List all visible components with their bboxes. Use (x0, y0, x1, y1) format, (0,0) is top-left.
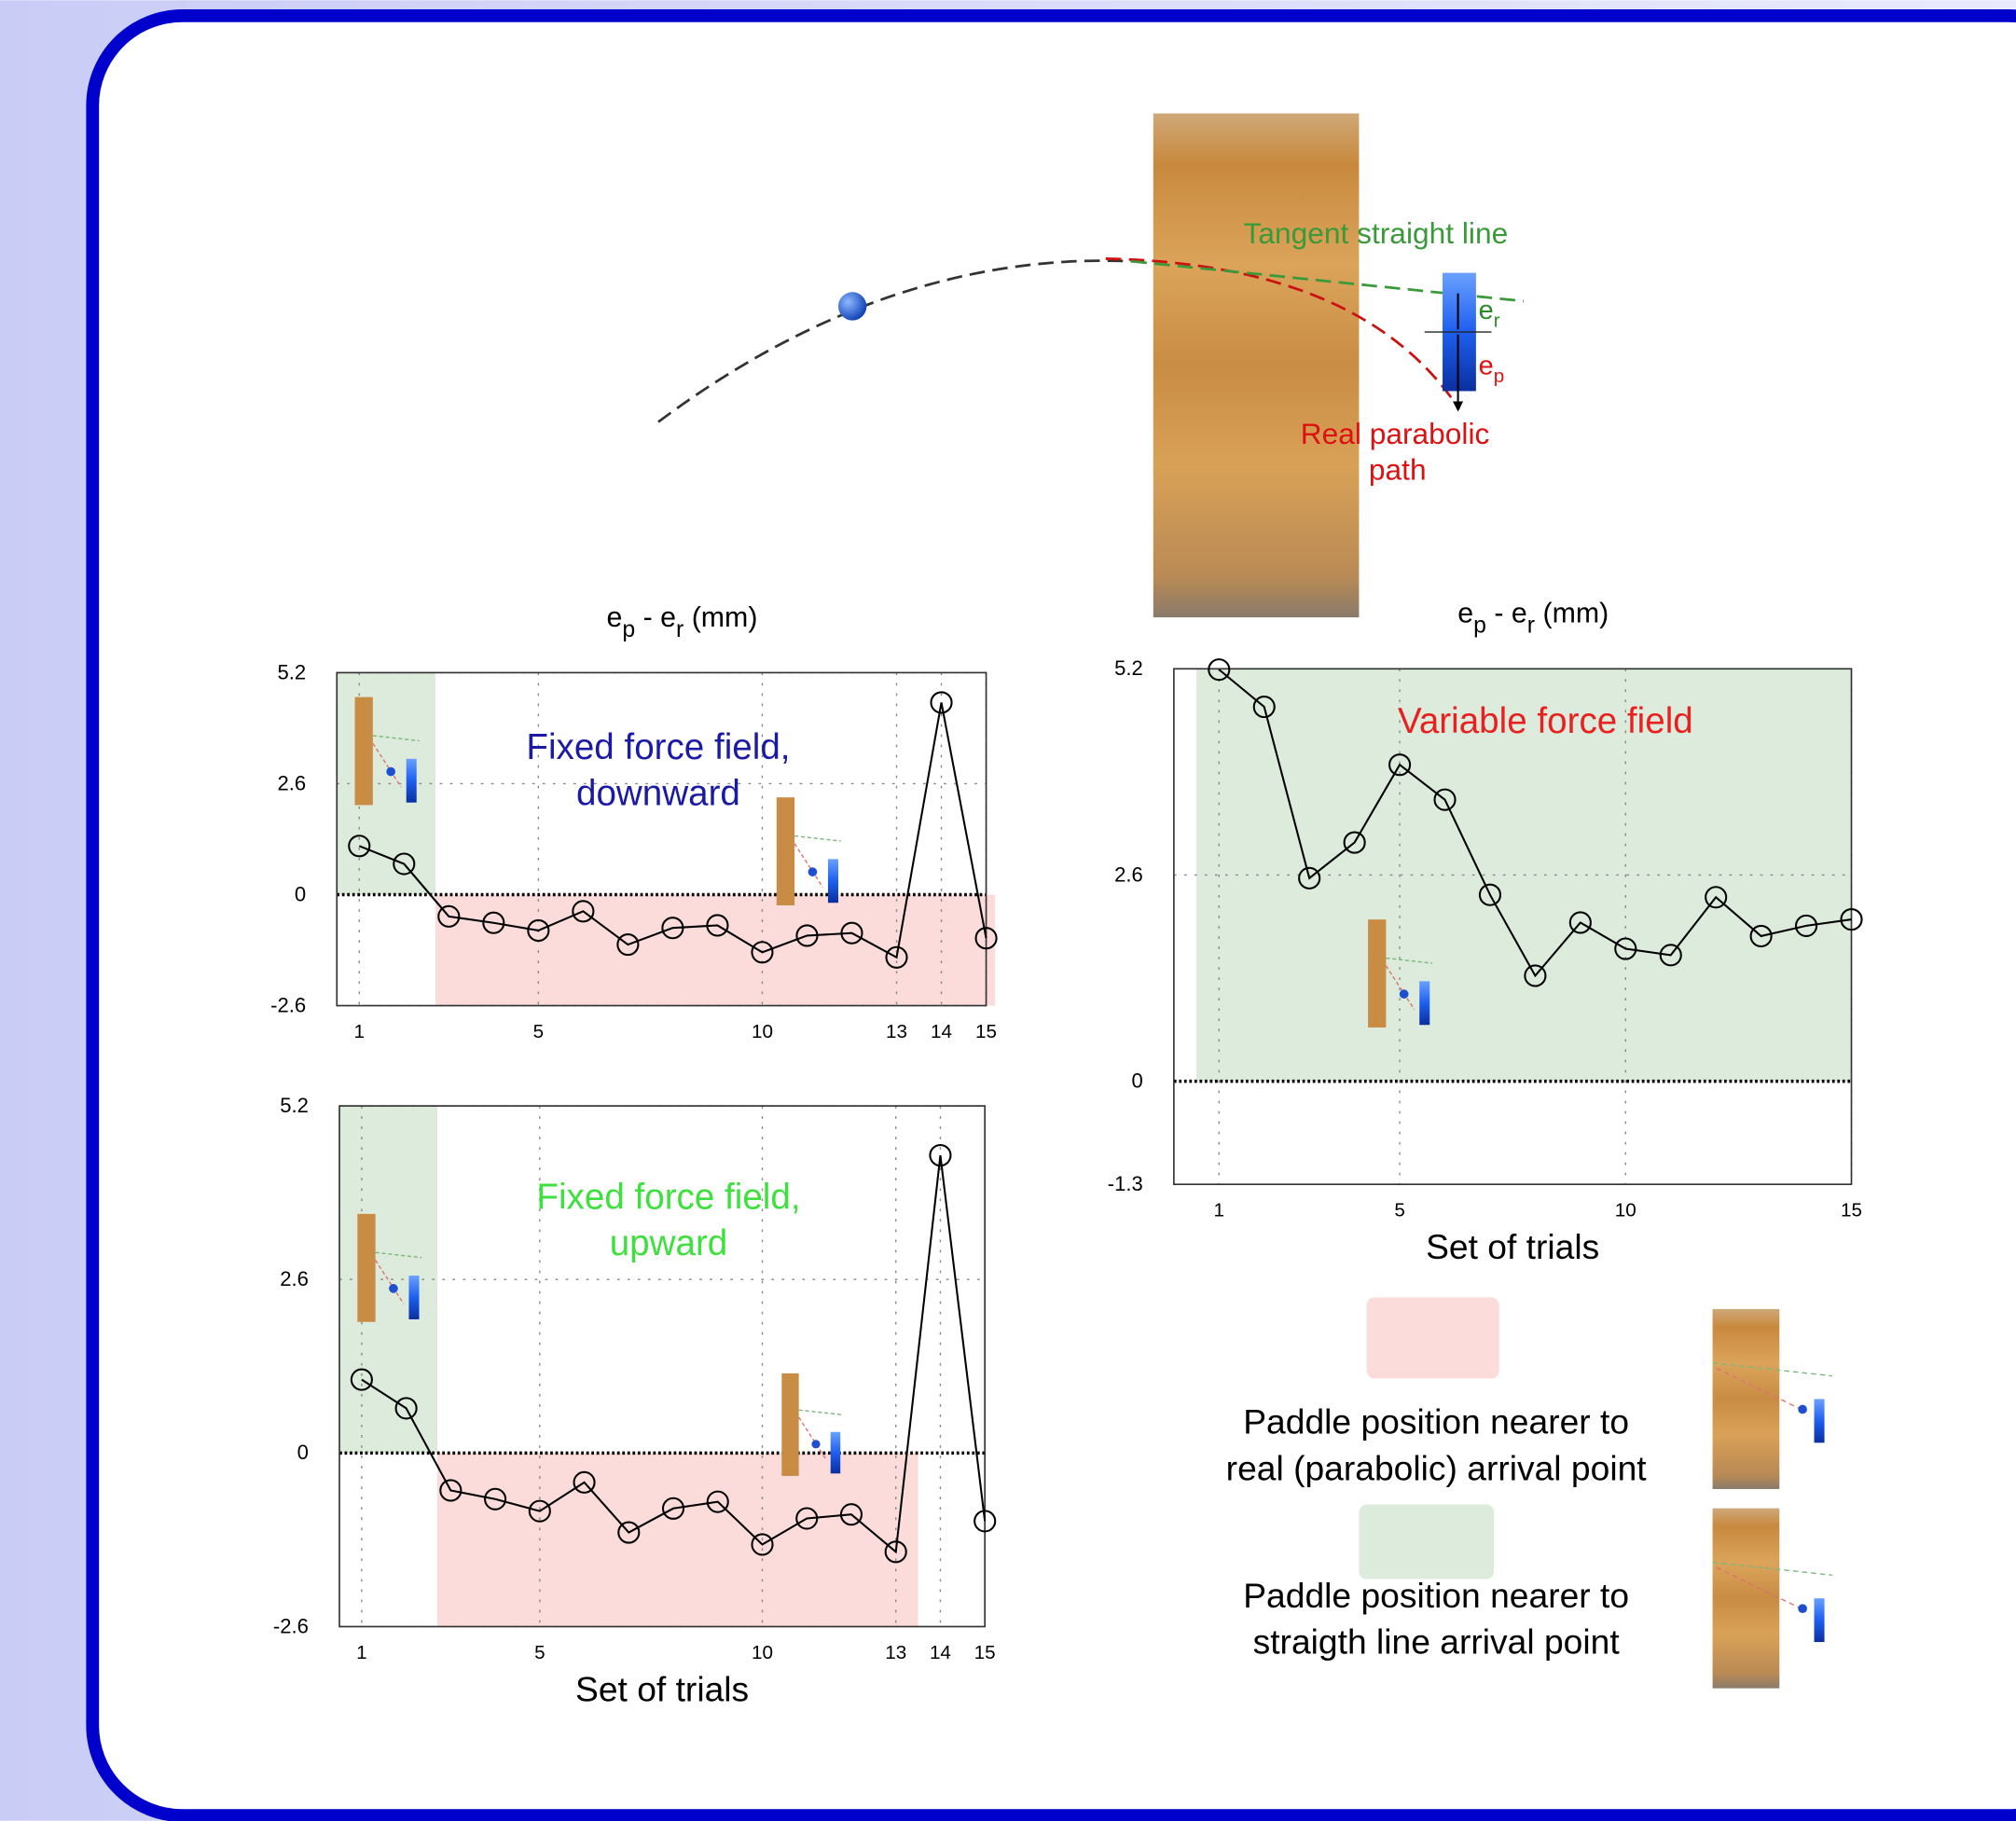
icon-wood (357, 1214, 375, 1322)
shaded-region (435, 894, 995, 1005)
icon-wood (777, 797, 794, 905)
x-tick-label: 14 (930, 1642, 951, 1663)
x-tick-label: 10 (752, 1642, 773, 1663)
title-part: e (1457, 599, 1473, 629)
x-tick-label: 1 (356, 1642, 367, 1663)
icon-target (408, 1276, 419, 1319)
y-tick-label: 0 (297, 1441, 309, 1464)
title-part: (mm) (684, 602, 757, 633)
y-tick-label: 2.6 (1114, 862, 1143, 886)
title-part: p (622, 617, 635, 642)
title-part: e (607, 602, 623, 633)
icon-target (1419, 981, 1429, 1025)
legend-paddle (1713, 1309, 1780, 1489)
er-e: e (1479, 296, 1494, 325)
x-tick-label: 15 (975, 1021, 997, 1042)
y-tick-label: 2.6 (280, 1267, 309, 1290)
x-axis-label: Set of trials (575, 1669, 749, 1708)
icon-ball (386, 767, 395, 777)
x-tick-label: 5 (534, 1642, 545, 1663)
x-tick-label: 1 (1214, 1200, 1225, 1221)
y-tick-label: 0 (295, 882, 306, 905)
er-sub: r (1494, 310, 1500, 332)
icon-wood (355, 697, 373, 806)
y-tick-label: -1.3 (1108, 1172, 1143, 1195)
icon-target (407, 759, 417, 803)
legend-target (1815, 1598, 1825, 1642)
legend-target (1815, 1399, 1825, 1442)
icon-target (828, 859, 838, 903)
ep-e: e (1479, 352, 1494, 381)
icon-target (831, 1432, 840, 1474)
title-part: - e (1486, 599, 1527, 629)
title-part: - e (635, 602, 676, 633)
annotation: Fixed force field, (526, 727, 790, 767)
legend-label: Paddle position nearer to (1243, 1402, 1629, 1442)
ball (838, 292, 866, 320)
legend-ball (1798, 1405, 1807, 1414)
legend-label: Paddle position nearer to (1243, 1576, 1629, 1615)
icon-ball (1400, 989, 1409, 999)
y-tick-label: -2.6 (273, 1614, 309, 1637)
annotation: upward (610, 1223, 728, 1263)
annotation: Fixed force field, (536, 1177, 800, 1217)
x-tick-label: 1 (354, 1021, 366, 1042)
x-tick-label: 13 (885, 1642, 906, 1663)
annotation: downward (576, 773, 740, 813)
parabolic-label: Real parabolic (1301, 417, 1490, 450)
y-tick-label: 5.2 (280, 1094, 309, 1117)
parabolic-label: path (1369, 453, 1427, 487)
icon-wood (1368, 919, 1386, 1028)
title-part: r (1527, 614, 1535, 639)
x-tick-label: 5 (533, 1021, 545, 1042)
x-tick-label: 15 (974, 1642, 996, 1663)
y-tick-label: 5.2 (1114, 656, 1143, 680)
x-tick-label: 5 (1394, 1200, 1405, 1221)
y-tick-label: 0 (1132, 1069, 1143, 1093)
shaded-region (437, 1453, 918, 1626)
ep-sub: p (1494, 366, 1505, 387)
y-tick-label: 5.2 (278, 660, 307, 683)
x-tick-label: 10 (1615, 1200, 1636, 1221)
x-tick-label: 13 (886, 1021, 907, 1042)
y-tick-label: -2.6 (270, 993, 306, 1016)
x-tick-label: 14 (931, 1021, 952, 1042)
y-tick-label: 2.6 (278, 771, 307, 794)
x-tick-label: 10 (752, 1021, 773, 1042)
icon-ball (811, 1440, 820, 1448)
legend-paddle (1713, 1509, 1780, 1689)
icon-ball (808, 867, 818, 876)
tangent-label: Tangent straight line (1243, 216, 1508, 250)
x-axis-label: Set of trials (1426, 1227, 1599, 1266)
legend-ball (1798, 1604, 1807, 1613)
legend-swatch (1359, 1505, 1494, 1580)
icon-ball (389, 1284, 398, 1293)
legend-label: straigth line arrival point (1253, 1621, 1621, 1661)
title-part: r (676, 617, 684, 642)
legend-swatch (1367, 1298, 1499, 1379)
title-part: (mm) (1535, 599, 1609, 629)
title-part: p (1473, 614, 1486, 639)
icon-wood (781, 1373, 798, 1476)
x-tick-label: 15 (1841, 1200, 1862, 1221)
page: Tangent straight line er ep Real parabol… (0, 0, 2016, 1821)
paddle-wood (1153, 114, 1360, 618)
figure: Tangent straight line er ep Real parabol… (0, 0, 2016, 1821)
legend-label: real (parabolic) arrival point (1226, 1448, 1648, 1487)
annotation: Variable force field (1398, 701, 1693, 741)
